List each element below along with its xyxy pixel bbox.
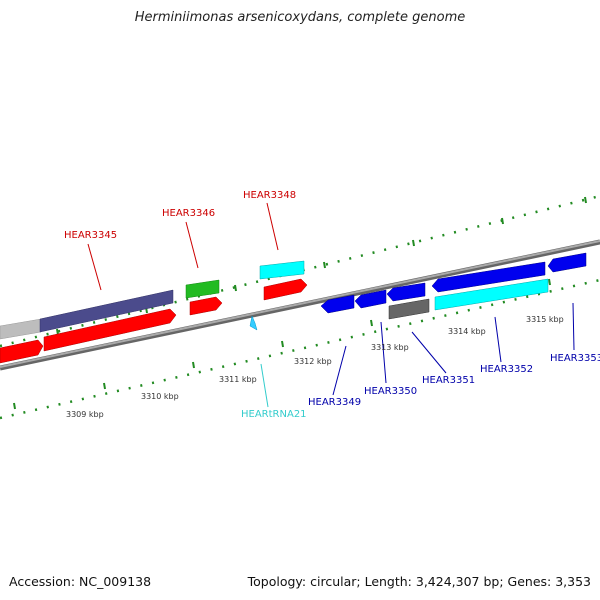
gene-label-hear3346[interactable]: HEAR3346	[162, 208, 215, 219]
gene-hear3351-blue[interactable]	[386, 282, 426, 302]
gene-label-hear3345[interactable]: HEAR3345	[64, 230, 117, 241]
gene-label-hear3351[interactable]: HEAR3351	[422, 375, 475, 386]
gene-red-2[interactable]	[43, 308, 177, 352]
forward-leader-lines	[87, 202, 279, 291]
backbone-highlight	[0, 240, 600, 368]
scale-labels: 3309 kbp 3310 kbp 3311 kbp 3312 kbp 3313…	[66, 315, 564, 419]
gene-hear3345[interactable]	[39, 289, 174, 333]
gene-hear3346[interactable]	[185, 279, 220, 299]
scale-label: 3309 kbp	[66, 410, 104, 419]
gene-hear3352-blue[interactable]	[431, 261, 546, 293]
scale-label: 3314 kbp	[448, 327, 486, 336]
gene-hear3353[interactable]	[547, 252, 587, 273]
gene-label-hear3352[interactable]: HEAR3352	[480, 364, 533, 375]
scale-label: 3313 kbp	[371, 343, 409, 352]
trna-leader-line	[260, 363, 269, 408]
scale-label: 3311 kbp	[219, 375, 257, 384]
reverse-leader-lines	[332, 302, 575, 396]
gene-hear3350[interactable]	[354, 289, 387, 309]
gene-label-hear3353[interactable]: HEAR3353	[550, 353, 600, 364]
gene-gray[interactable]	[388, 298, 430, 320]
gene-label-hear3349[interactable]: HEAR3349	[308, 397, 361, 408]
gene-label-hear3350[interactable]: HEAR3350	[364, 386, 417, 397]
map-title: Herminiimonas arsenicoxydans, complete g…	[134, 10, 466, 25]
accession-text: Accession: NC_009138	[9, 574, 152, 589]
scale-label: 3315 kbp	[526, 315, 564, 324]
gene-hear3352-cyan[interactable]	[434, 278, 549, 311]
gene-label-heartrna21[interactable]: HEARtRNA21	[241, 409, 307, 420]
topology-text: Topology: circular; Length: 3,424,307 bp…	[247, 574, 591, 589]
scale-label: 3312 kbp	[294, 357, 332, 366]
scale-label: 3310 kbp	[141, 392, 179, 401]
upper-major-ticks	[56, 196, 587, 336]
gene-hear3349[interactable]	[320, 294, 355, 314]
gene-heartrna21[interactable]	[249, 315, 258, 331]
gene-label-hear3348[interactable]: HEAR3348	[243, 190, 296, 201]
gene-red-3[interactable]	[189, 296, 223, 316]
gene-red-4[interactable]	[263, 278, 308, 301]
gene-red-1[interactable]	[0, 339, 44, 364]
gene-hear3348[interactable]	[259, 260, 305, 280]
